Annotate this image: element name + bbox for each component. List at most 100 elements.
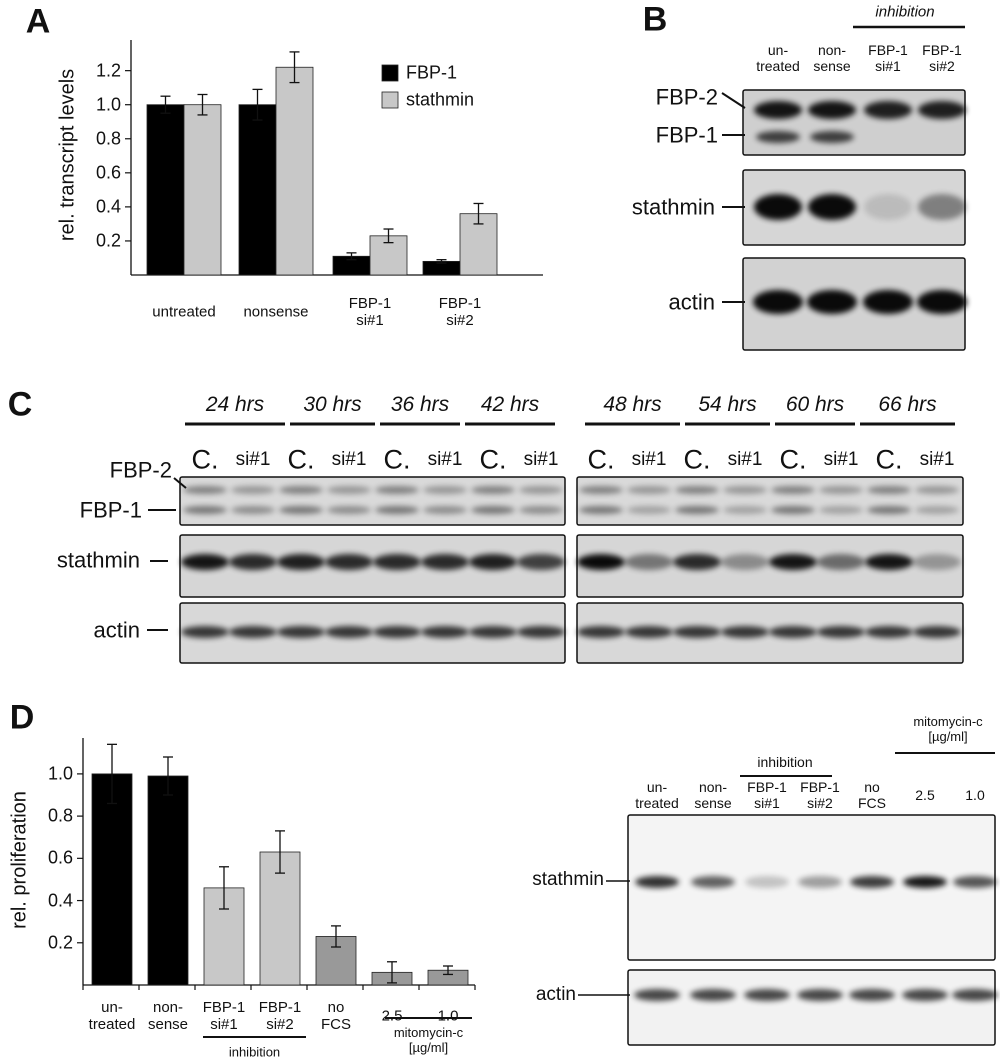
time-label: 24 hrs (205, 392, 265, 416)
y-tick-label: 0.2 (95, 230, 121, 251)
lane-label: C. (287, 444, 315, 475)
band (625, 626, 673, 638)
blot-box (627, 969, 996, 1046)
time-label: 66 hrs (878, 392, 937, 416)
x-tick-label: FBP-1 si#2 (438, 294, 482, 329)
lane-label: C. (479, 444, 507, 475)
lane-label: si#1 (631, 449, 667, 471)
time-label: 42 hrs (480, 392, 540, 416)
band (325, 554, 373, 570)
row-label: FBP-1 (655, 122, 718, 148)
band (771, 486, 815, 494)
band (469, 554, 517, 570)
lane-label: 1.0 (965, 786, 985, 803)
band (915, 506, 959, 514)
band (517, 626, 565, 638)
lane-label: non- sense (694, 778, 732, 811)
x-tick-label: 2.5 (381, 1007, 403, 1025)
band (721, 626, 769, 638)
band (327, 506, 371, 514)
band (753, 290, 803, 314)
band (579, 506, 623, 514)
band (277, 626, 325, 638)
band (325, 626, 373, 638)
legend-swatch (381, 91, 399, 109)
band (849, 989, 895, 1001)
band (798, 876, 842, 888)
y-tick-label: 0.8 (95, 128, 121, 149)
band (627, 486, 671, 494)
error-bar (436, 259, 447, 264)
lane-label: C. (683, 444, 711, 475)
band (864, 194, 912, 220)
error-bar (346, 252, 357, 261)
lane-label: si#1 (427, 449, 463, 471)
x-tick-label: no FCS (321, 998, 351, 1033)
y-tick-label: 0.6 (95, 162, 121, 183)
band (797, 989, 843, 1001)
band (850, 876, 894, 888)
lane-label: 2.5 (915, 786, 935, 803)
band (819, 486, 863, 494)
band (867, 486, 911, 494)
panel-letter: C (7, 385, 33, 424)
band (469, 626, 517, 638)
band (723, 486, 767, 494)
time-label: 36 hrs (390, 392, 450, 416)
band (864, 101, 912, 119)
y-axis-label: rel. proliferation (8, 791, 31, 929)
band (810, 131, 854, 143)
x-tick-label: untreated (152, 303, 216, 321)
lane-label: un- treated (635, 778, 679, 811)
band (863, 290, 913, 314)
band (867, 506, 911, 514)
error-bar (383, 228, 394, 244)
lane-label: FBP-1 si#2 (800, 778, 840, 811)
bar (259, 851, 301, 986)
legend-label: FBP-1 (406, 62, 458, 83)
band (577, 626, 625, 638)
lane-label: un- treated (756, 41, 800, 74)
band (673, 626, 721, 638)
band (471, 486, 515, 494)
band (279, 506, 323, 514)
x-tick-label: FBP-1 si#1 (348, 294, 392, 329)
band (721, 554, 769, 570)
band (915, 486, 959, 494)
time-label: 30 hrs (303, 392, 362, 416)
error-bar (473, 202, 484, 225)
band (865, 554, 913, 570)
lane-label: non- sense (813, 41, 851, 74)
blot-box (576, 534, 964, 598)
band (819, 506, 863, 514)
band (181, 554, 229, 570)
band (183, 486, 227, 494)
row-label: FBP-2 (109, 457, 172, 483)
group-label: inhibition (757, 753, 813, 770)
band (373, 626, 421, 638)
blot-box (179, 534, 566, 598)
band (673, 554, 721, 570)
time-label: 54 hrs (698, 392, 757, 416)
panel-letter: A (25, 2, 51, 41)
band (808, 101, 856, 119)
band (756, 131, 800, 143)
bar (91, 773, 133, 986)
band (375, 506, 419, 514)
band (423, 506, 467, 514)
band (754, 101, 802, 119)
band (327, 486, 371, 494)
band (744, 989, 790, 1001)
band (913, 626, 961, 638)
band (769, 554, 817, 570)
error-bar (107, 743, 117, 805)
blot-box (179, 476, 566, 526)
group-label: mitomycin-c [µg/ml] (393, 1025, 464, 1055)
band (865, 626, 913, 638)
band (902, 989, 948, 1001)
band (423, 486, 467, 494)
row-label: actin (93, 617, 140, 643)
y-axis-label: rel. transcript levels (56, 68, 79, 242)
band (723, 506, 767, 514)
lane-label: si#1 (235, 449, 271, 471)
